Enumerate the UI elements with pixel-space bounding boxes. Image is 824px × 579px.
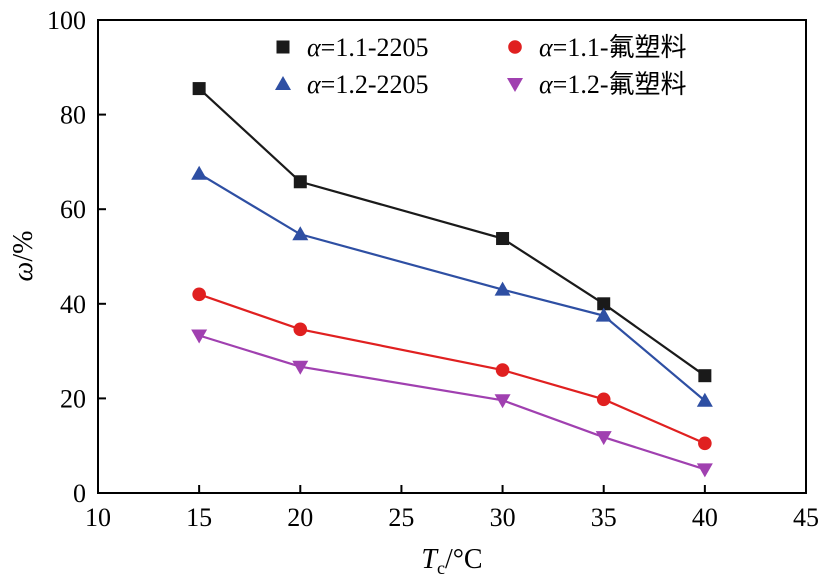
series-3-point-2 [293, 322, 308, 337]
x-tick-label-40: 40 [692, 503, 718, 532]
legend: α=1.1-2205 α=1.2-2205 α=1.1-氟塑料 α=1.2-氟塑料 [275, 33, 686, 99]
axis-ticks: 10 15 20 25 30 35 40 45 0 20 40 60 80 100 [47, 6, 819, 532]
x-tick-label-10: 10 [85, 503, 111, 532]
legend-label-4: α=1.2-氟塑料 [539, 70, 686, 99]
series-4-point-5 [696, 463, 713, 478]
series-group [191, 82, 713, 478]
series-line-1 [198, 87, 706, 377]
series-line-4 [198, 334, 706, 471]
series-3-point-5 [698, 436, 712, 451]
y-axis-title: ω/% [8, 231, 39, 282]
y-tick-label-100: 100 [47, 6, 86, 35]
plot-frame [97, 19, 807, 494]
x-axis-symbol: T [421, 544, 439, 575]
legend-label-3: α=1.1-氟塑料 [539, 33, 686, 62]
y-tick-label-40: 40 [60, 290, 86, 319]
y-tick-label-20: 20 [60, 384, 86, 413]
x-tick-label-20: 20 [287, 503, 313, 532]
series-1-point-4 [597, 297, 611, 311]
series-line-3 [198, 293, 706, 445]
x-axis-unit: /°C [445, 544, 483, 575]
x-tick-label-30: 30 [490, 503, 516, 532]
x-axis-title: Tc/°C [421, 544, 482, 578]
series-2-point-3 [494, 281, 511, 296]
x-axis-subscript: c [437, 558, 445, 578]
x-tick-label-45: 45 [793, 503, 819, 532]
legend-marker-1 [276, 40, 290, 54]
series-4-point-2 [292, 360, 309, 375]
x-tick-label-15: 15 [186, 503, 212, 532]
series-4-point-1 [191, 329, 208, 344]
series-1-point-1 [192, 82, 206, 96]
y-tick-label-80: 80 [60, 101, 86, 130]
legend-label-2: α=1.2-2205 [307, 70, 428, 99]
series-4-point-4 [595, 431, 612, 446]
series-2-point-5 [696, 392, 713, 407]
y-axis-unit: /% [8, 231, 39, 262]
series-1-point-2 [293, 175, 307, 189]
series-1-point-3 [496, 232, 510, 246]
series-4-point-3 [494, 394, 511, 409]
y-axis-symbol: ω [8, 262, 39, 282]
x-tick-label-25: 25 [388, 503, 414, 532]
series-3-point-4 [596, 392, 611, 407]
series-2-point-4 [595, 307, 612, 322]
series-1-point-5 [698, 369, 712, 383]
legend-label-1: α=1.1-2205 [307, 33, 428, 62]
series-2-point-1 [191, 165, 208, 180]
legend-marker-4 [507, 78, 523, 92]
x-tick-label-35: 35 [591, 503, 617, 532]
legend-marker-3 [508, 40, 522, 54]
series-2-point-2 [292, 226, 309, 241]
series-3-point-1 [192, 287, 206, 302]
legend-marker-2 [275, 76, 291, 90]
series-line-2 [198, 172, 706, 402]
y-tick-label-60: 60 [60, 195, 86, 224]
series-3-point-3 [495, 363, 510, 377]
y-tick-label-0: 0 [73, 479, 86, 508]
